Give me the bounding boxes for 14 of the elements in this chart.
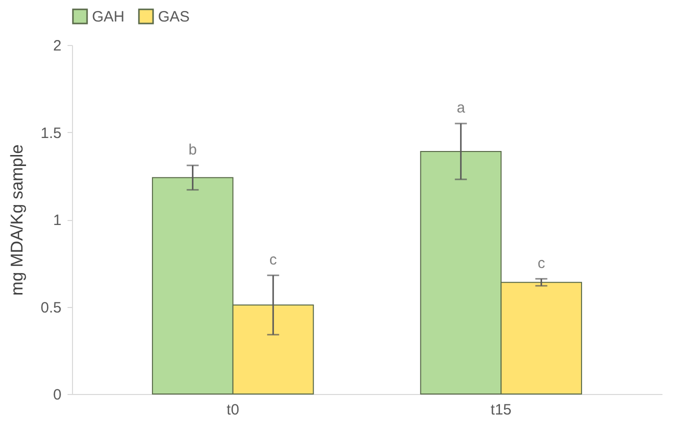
data-label: b (188, 141, 197, 158)
y-axis-title: mg MDA/Kg sample (8, 144, 27, 296)
data-label: a (456, 100, 466, 117)
y-tick-label: 1 (53, 212, 62, 229)
data-label: c (538, 254, 546, 272)
legend-label: GAH (92, 8, 125, 26)
y-tick-label: 2 (53, 38, 62, 54)
x-tick-label: t0 (226, 402, 240, 418)
data-label: c (269, 251, 278, 268)
y-tick-label: 0.5 (40, 299, 62, 316)
y-tick-label: 0 (53, 386, 62, 404)
legend-label: GAS (158, 8, 190, 26)
y-tick-label: 1.5 (40, 124, 62, 142)
x-tick-label: t15 (490, 402, 512, 418)
